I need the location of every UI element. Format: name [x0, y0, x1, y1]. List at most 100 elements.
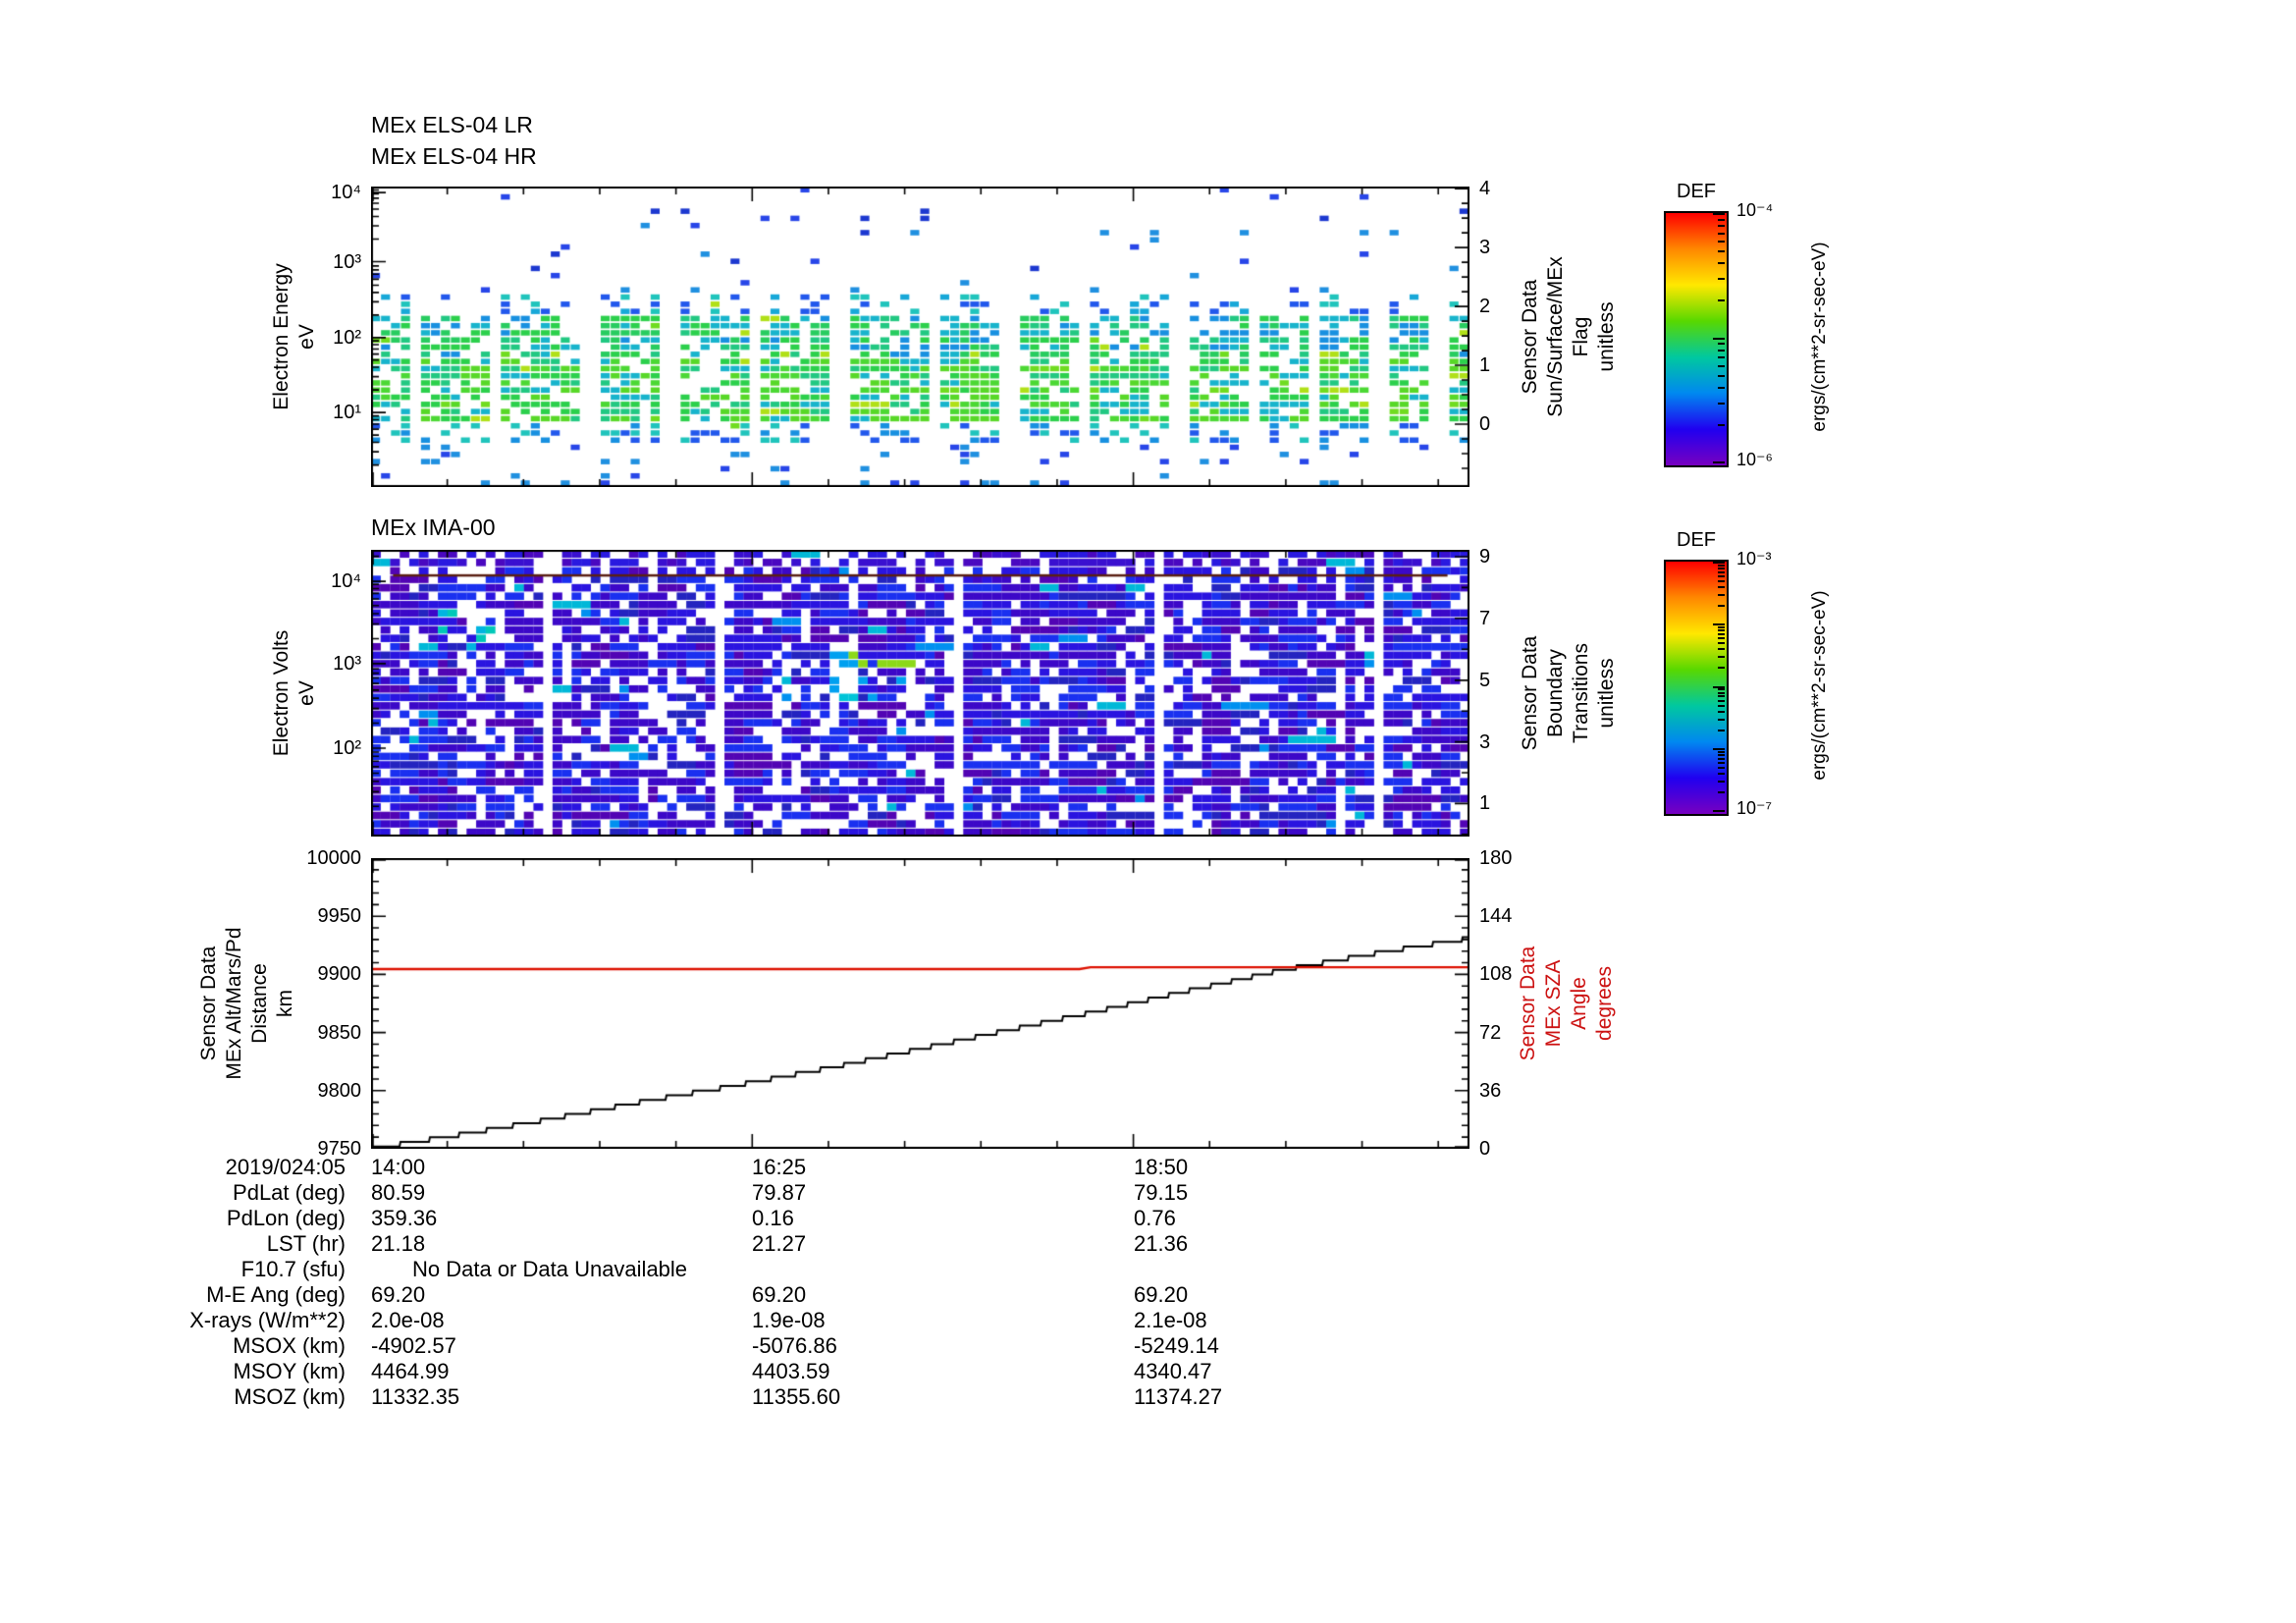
- y-tick-label: 10000: [306, 847, 361, 869]
- table-value: 11374.27: [1134, 1384, 1223, 1409]
- colorbar2-min-label: 10⁻⁷: [1736, 798, 1773, 818]
- colorbar-minor-tick: [1718, 691, 1725, 694]
- colorbar-minor-tick: [1718, 761, 1725, 764]
- y-tick-label: 9800: [317, 1079, 362, 1102]
- els-spectrogram-canvas: [371, 187, 1469, 487]
- colorbar-minor-tick: [1718, 699, 1725, 702]
- right-tick-label: 2: [1479, 296, 1491, 318]
- colorbar-major-tick: [1713, 810, 1725, 812]
- colorbar-minor-tick: [1718, 710, 1725, 713]
- ima-spectrogram-canvas: [371, 550, 1469, 837]
- colorbar-minor-tick: [1718, 688, 1725, 691]
- colorbar-minor-tick: [1718, 570, 1725, 573]
- table-value: 4403.59: [752, 1359, 830, 1383]
- table-value: 11332.35: [371, 1384, 460, 1409]
- colorbar1-max-label: 10⁻⁴: [1736, 200, 1774, 220]
- y-tick-label: 10⁴: [331, 182, 361, 204]
- colorbar-minor-tick: [1718, 780, 1725, 783]
- colorbar2-title: DEF: [1677, 529, 1716, 551]
- table-value: -5076.86: [752, 1333, 837, 1358]
- colorbar-minor-tick: [1718, 374, 1725, 377]
- colorbar-minor-tick: [1718, 753, 1725, 756]
- time-axis-label: 14:00: [371, 1155, 426, 1179]
- y-tick-label: 9750: [317, 1138, 362, 1160]
- right-tick-label: 4: [1479, 178, 1491, 200]
- colorbar-minor-tick: [1718, 402, 1725, 405]
- table-row-label: LST (hr): [266, 1231, 346, 1256]
- panel1-title-lr: MEx ELS-04 LR: [371, 112, 533, 137]
- panel2-right-axis-label: Sensor Data Boundary Transitions unitles…: [1519, 635, 1618, 751]
- colorbar-minor-tick: [1718, 637, 1725, 640]
- table-value: 21.27: [752, 1231, 807, 1256]
- colorbar1-title: DEF: [1677, 181, 1716, 202]
- y-tick-label: 9850: [317, 1021, 362, 1044]
- y-tick-label: 10³: [333, 652, 361, 675]
- table-value: 0.16: [752, 1206, 794, 1230]
- y-tick-label: 10¹: [333, 402, 361, 424]
- colorbar-minor-tick: [1718, 790, 1725, 793]
- right-tick-label: 72: [1479, 1021, 1502, 1044]
- table-row-label: PdLat (deg): [233, 1180, 346, 1205]
- colorbar-minor-tick: [1718, 241, 1725, 243]
- colorbar-minor-tick: [1718, 364, 1725, 367]
- colorbar-major-tick: [1713, 685, 1725, 688]
- table-value: 69.20: [752, 1282, 807, 1307]
- table-value: -5249.14: [1134, 1333, 1219, 1358]
- right-tick-label: 3: [1479, 730, 1491, 753]
- panel2-title: MEx IMA-00: [371, 514, 496, 540]
- colorbar-minor-tick: [1718, 695, 1725, 698]
- colorbar-minor-tick: [1718, 299, 1725, 302]
- table-row-label: M-E Ang (deg): [206, 1282, 346, 1307]
- colorbar1-units-label: ergs/(cm**2-sr-sec-eV): [1809, 242, 1830, 432]
- colorbar-minor-tick: [1718, 729, 1725, 731]
- colorbar-minor-tick: [1718, 633, 1725, 636]
- table-value: 0.76: [1134, 1206, 1176, 1230]
- right-tick-label: 7: [1479, 607, 1491, 629]
- colorbar-minor-tick: [1718, 586, 1725, 589]
- colorbar1-min-label: 10⁻⁶: [1736, 450, 1773, 469]
- panel1-title-hr: MEx ELS-04 HR: [371, 143, 537, 169]
- panel3-right-axis-label: Sensor Data MEx SZA Angle degrees: [1517, 946, 1616, 1061]
- right-tick-label: 144: [1479, 905, 1513, 928]
- colorbar-minor-tick: [1718, 232, 1725, 235]
- colorbar-minor-tick: [1718, 262, 1725, 265]
- table-value: 359.36: [371, 1206, 438, 1230]
- colorbar-minor-tick: [1718, 626, 1725, 629]
- colorbar-major-tick: [1713, 562, 1725, 564]
- table-value: 2.0e-08: [371, 1308, 445, 1332]
- table-value: 21.36: [1134, 1231, 1189, 1256]
- table-value: 69.20: [1134, 1282, 1189, 1307]
- colorbar-major-tick: [1713, 747, 1725, 750]
- colorbar-minor-tick: [1718, 648, 1725, 651]
- panel3-ylabel: Sensor Data MEx Alt/Mars/Pd Distance km: [197, 927, 296, 1080]
- colorbar-minor-tick: [1718, 575, 1725, 578]
- time-axis-label: 16:25: [752, 1155, 807, 1179]
- colorbar-minor-tick: [1718, 629, 1725, 632]
- colorbar-major-tick: [1713, 213, 1725, 215]
- table-row-label: 2019/024:05: [225, 1155, 346, 1179]
- y-tick-label: 10²: [333, 737, 361, 760]
- colorbar-minor-tick: [1718, 250, 1725, 253]
- table-value: 4340.47: [1134, 1359, 1212, 1383]
- colorbar-minor-tick: [1718, 704, 1725, 707]
- colorbar-minor-tick: [1718, 766, 1725, 769]
- right-tick-label: 36: [1479, 1079, 1502, 1102]
- table-value: 80.59: [371, 1180, 426, 1205]
- y-tick-label: 10³: [333, 250, 361, 273]
- right-tick-label: 3: [1479, 237, 1491, 259]
- colorbar-major-tick: [1713, 461, 1725, 463]
- right-tick-label: 0: [1479, 1138, 1491, 1160]
- colorbar-minor-tick: [1718, 225, 1725, 228]
- table-row-label: MSOY (km): [233, 1359, 346, 1383]
- y-tick-label: 10²: [333, 326, 361, 349]
- table-value: 2.1e-08: [1134, 1308, 1207, 1332]
- table-row-label: X-rays (W/m**2): [189, 1308, 346, 1332]
- right-tick-label: 5: [1479, 669, 1491, 691]
- table-value: 1.9e-08: [752, 1308, 826, 1332]
- colorbar-minor-tick: [1718, 423, 1725, 426]
- colorbar-minor-tick: [1718, 656, 1725, 659]
- table-value: 69.20: [371, 1282, 426, 1307]
- colorbar-minor-tick: [1718, 278, 1725, 281]
- table-row-label: F10.7 (sfu): [240, 1257, 346, 1281]
